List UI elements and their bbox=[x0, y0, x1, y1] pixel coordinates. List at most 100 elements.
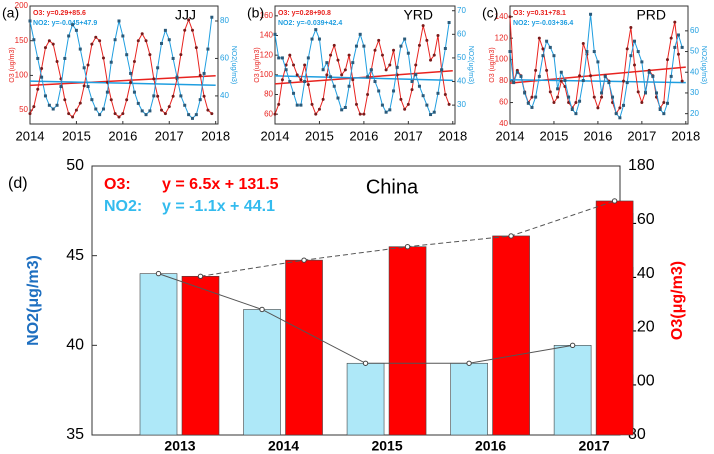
point bbox=[589, 74, 593, 78]
point bbox=[273, 112, 277, 116]
point bbox=[545, 68, 549, 72]
point bbox=[436, 34, 440, 37]
point bbox=[585, 50, 589, 54]
x-tick-label: 2015 bbox=[62, 128, 91, 143]
point bbox=[167, 105, 171, 109]
point bbox=[425, 103, 429, 107]
point bbox=[625, 47, 629, 51]
point bbox=[325, 61, 329, 65]
point bbox=[640, 60, 644, 64]
x-tick-label: 2016 bbox=[108, 128, 137, 143]
bar bbox=[181, 275, 220, 436]
x-tick-label: 2016 bbox=[349, 128, 378, 143]
trend-equation: NO2: y=-0.045+47.9 bbox=[33, 20, 97, 27]
point bbox=[152, 77, 156, 81]
point bbox=[351, 61, 355, 65]
panel-label: (c) bbox=[482, 5, 498, 21]
point bbox=[136, 101, 140, 105]
point bbox=[301, 257, 307, 263]
point bbox=[329, 75, 333, 79]
point bbox=[148, 53, 152, 57]
point bbox=[144, 39, 148, 43]
point bbox=[78, 47, 82, 51]
bar bbox=[450, 362, 488, 436]
point bbox=[125, 53, 129, 57]
point bbox=[581, 79, 585, 83]
point bbox=[581, 42, 585, 46]
point bbox=[343, 68, 347, 72]
point bbox=[310, 37, 314, 41]
point bbox=[673, 45, 677, 49]
y-axis-label: O3 (ug/m3) bbox=[254, 47, 261, 82]
y2-axis-label: NO2(ug/m3) bbox=[230, 46, 237, 85]
point bbox=[556, 95, 560, 99]
point bbox=[384, 68, 388, 72]
point bbox=[618, 116, 622, 120]
y-tick-label: 100 bbox=[15, 71, 29, 80]
point bbox=[443, 46, 447, 50]
y2-tick-label: 30 bbox=[457, 100, 466, 109]
y2-tick-label: 60 bbox=[690, 26, 699, 35]
point bbox=[113, 112, 117, 116]
point bbox=[194, 46, 198, 50]
point bbox=[654, 91, 658, 95]
point bbox=[121, 34, 125, 38]
point bbox=[380, 53, 384, 57]
point bbox=[329, 53, 333, 57]
bar bbox=[285, 259, 323, 436]
point bbox=[183, 28, 187, 32]
legend-name: NO2: bbox=[104, 198, 142, 215]
point bbox=[636, 50, 640, 54]
y-tick-label: 45 bbox=[66, 247, 84, 264]
y2-tick-label: 70 bbox=[457, 6, 466, 15]
point bbox=[179, 94, 183, 98]
point bbox=[163, 28, 167, 32]
point bbox=[340, 73, 344, 77]
point bbox=[109, 98, 113, 102]
y-tick-label: 80 bbox=[264, 90, 273, 99]
point bbox=[167, 38, 171, 42]
point bbox=[129, 71, 133, 75]
point bbox=[109, 60, 113, 64]
point bbox=[280, 78, 284, 82]
point bbox=[596, 106, 600, 110]
series-line bbox=[274, 22, 450, 116]
point bbox=[295, 103, 299, 107]
x-tick-label: 2014 bbox=[268, 438, 299, 454]
point bbox=[156, 94, 160, 98]
point bbox=[86, 63, 90, 67]
point bbox=[552, 54, 556, 58]
y-tick-label: 60 bbox=[264, 109, 273, 118]
point bbox=[392, 89, 396, 93]
trend-equation: O3: y=0.29+85.6 bbox=[33, 10, 86, 17]
point bbox=[447, 102, 451, 106]
y2-tick-label: 60 bbox=[457, 29, 466, 38]
point bbox=[569, 342, 576, 349]
point bbox=[299, 103, 303, 107]
point bbox=[366, 93, 370, 96]
point bbox=[155, 270, 162, 277]
point bbox=[82, 66, 86, 70]
point bbox=[321, 68, 325, 72]
point bbox=[417, 43, 421, 47]
point bbox=[273, 32, 277, 36]
point bbox=[277, 56, 281, 60]
point bbox=[651, 74, 655, 78]
point bbox=[399, 44, 403, 48]
point bbox=[414, 63, 418, 67]
point bbox=[447, 21, 451, 25]
point bbox=[347, 84, 351, 88]
point bbox=[443, 93, 447, 96]
x-tick-label: 2018 bbox=[671, 128, 700, 143]
point bbox=[466, 360, 472, 366]
y-tick-label: 50 bbox=[19, 105, 28, 114]
point bbox=[541, 47, 545, 51]
point bbox=[198, 73, 202, 77]
point bbox=[680, 79, 684, 83]
y-tick-label: 150 bbox=[15, 36, 29, 45]
point bbox=[377, 89, 381, 93]
point bbox=[67, 112, 71, 116]
point bbox=[295, 73, 299, 77]
point bbox=[640, 101, 644, 105]
y2-axis-label: NO2(ug/m3) bbox=[467, 46, 474, 85]
